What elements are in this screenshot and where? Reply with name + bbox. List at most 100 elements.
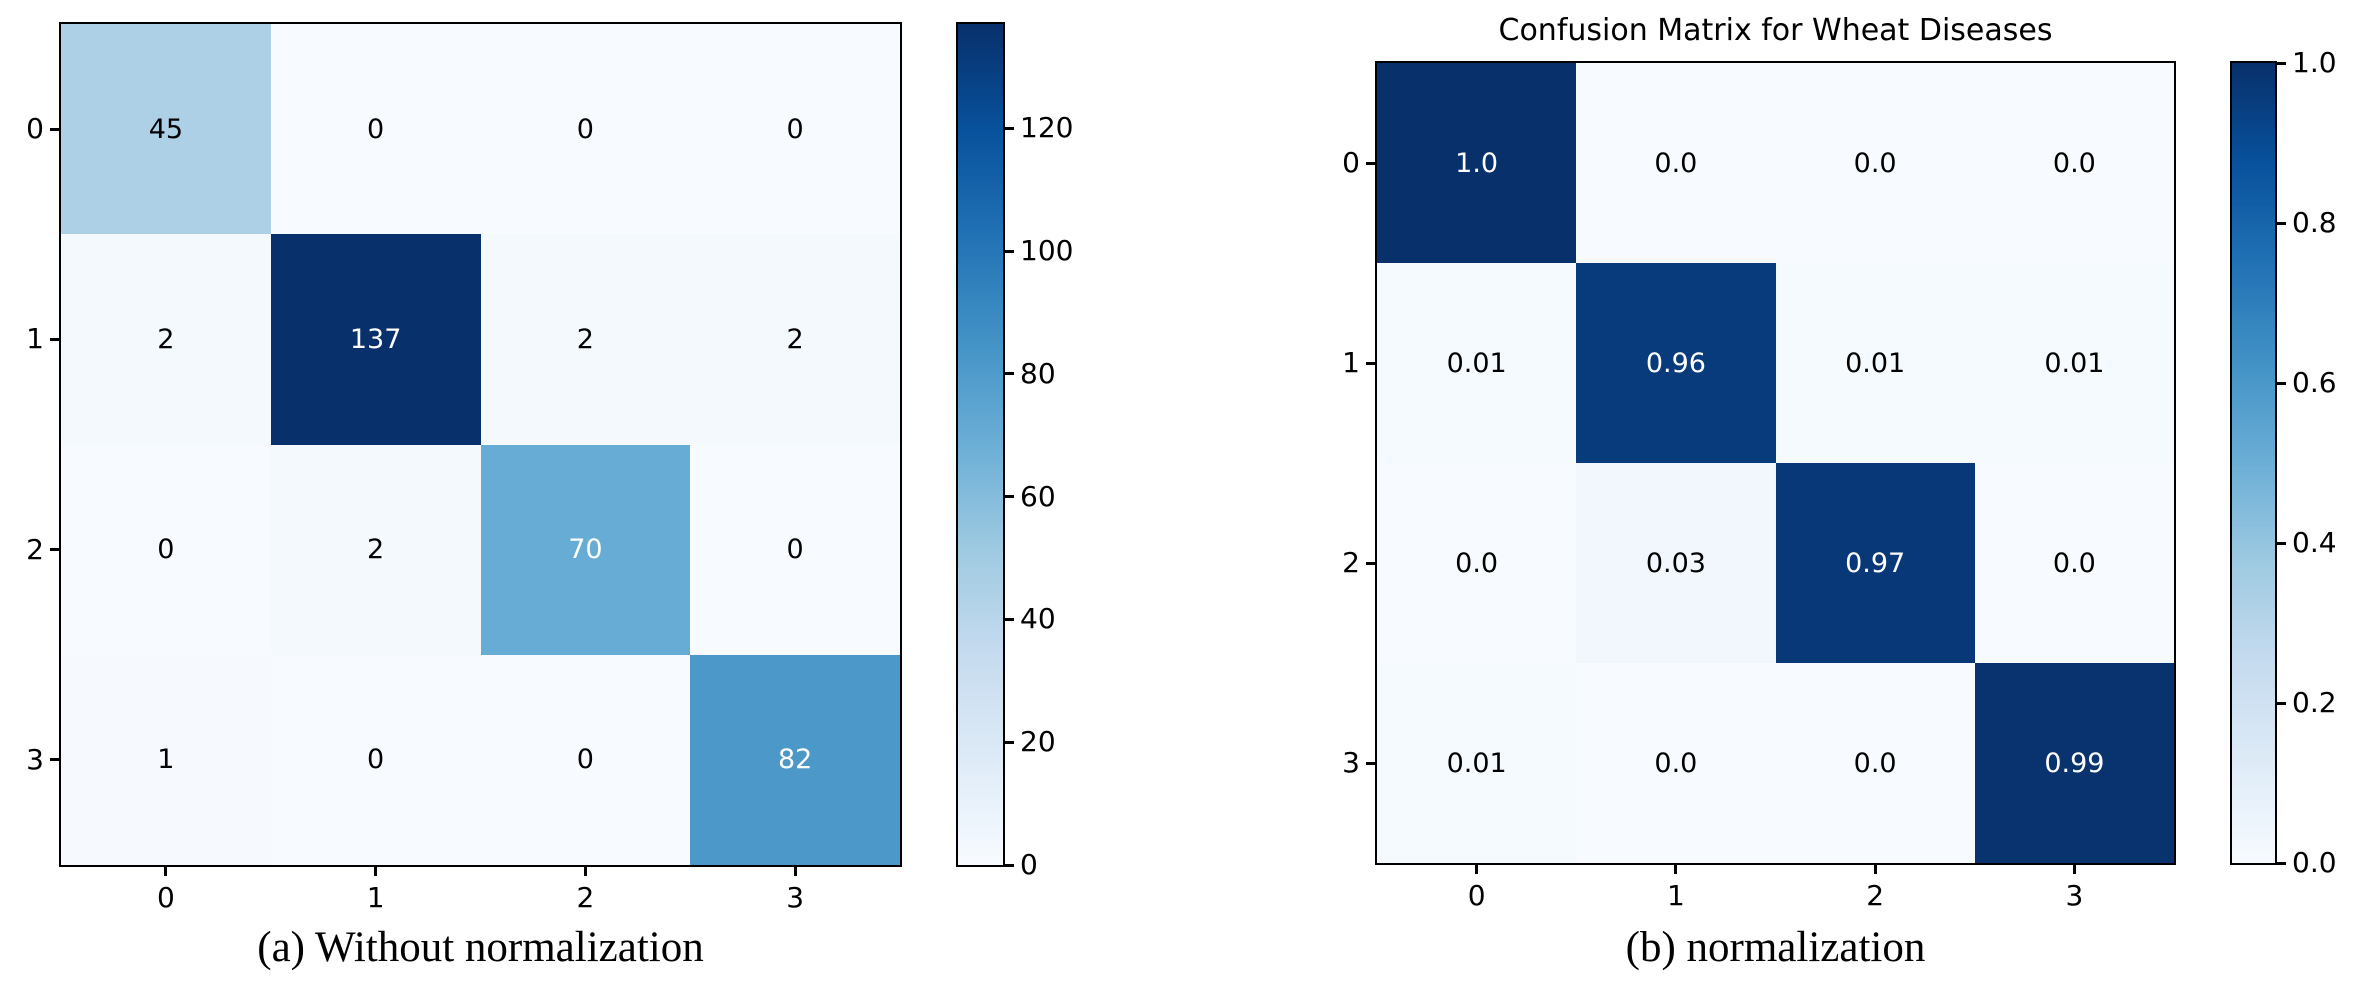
matrix-cell-b-r1c3: 0.01	[1974, 263, 2174, 463]
x-tick-mark	[374, 867, 378, 876]
x-tick-mark	[583, 867, 587, 876]
x-tick-mark	[2072, 865, 2076, 874]
colorbar-gradient-b	[2232, 63, 2275, 863]
colorbar-tick-mark	[2277, 541, 2286, 545]
matrix-cell-a-r1c0: 2	[61, 234, 271, 445]
colorbar-tick-label-b-3: 0.6	[2292, 365, 2337, 399]
matrix-cell-a-r2c0: 0	[61, 444, 271, 655]
panel-b-caption: (b) normalization	[1625, 924, 1926, 971]
matrix-cell-b-r2c2: 0.97	[1775, 463, 1975, 663]
colorbar-tick-mark	[2277, 61, 2286, 65]
y-tick-mark	[50, 337, 59, 341]
heatmap-a: 45 0 0 0 2 137 2 2 0 2 70 0 1 0 0 82	[59, 22, 902, 867]
x-tick-label-a-3: 3	[786, 881, 805, 914]
matrix-cell-b-r0c0: 1.0	[1377, 63, 1577, 263]
y-tick-label-a-2: 2	[26, 532, 44, 566]
colorbar-tick-mark	[1005, 740, 1014, 744]
colorbar-tick-label-a-1: 20	[1020, 725, 1056, 759]
colorbar-tick-mark	[1005, 863, 1014, 867]
matrix-cell-a-r2c2: 70	[480, 444, 691, 655]
matrix-cell-b-r2c0: 0.0	[1377, 463, 1577, 663]
matrix-cell-b-r0c2: 0.0	[1775, 63, 1975, 263]
colorbar-tick-mark	[1005, 372, 1014, 376]
y-tick-label-b-1: 1	[1342, 345, 1360, 379]
y-tick-mark	[1366, 761, 1375, 765]
colorbar-tick-mark	[2277, 861, 2286, 865]
colorbar-tick-label-a-3: 60	[1020, 479, 1056, 513]
colorbar-tick-label-b-2: 0.4	[2292, 525, 2337, 559]
y-tick-mark	[1366, 561, 1375, 565]
colorbar-tick-mark	[1005, 617, 1014, 621]
y-tick-label-b-2: 2	[1342, 545, 1360, 579]
x-tick-mark	[1674, 865, 1678, 874]
colorbar-tick-mark	[2277, 701, 2286, 705]
matrix-cell-a-r1c2: 2	[480, 234, 691, 445]
panel-b-title: Confusion Matrix for Wheat Diseases	[1498, 13, 2053, 48]
colorbar-tick-label-a-6: 120	[1020, 111, 1074, 145]
matrix-cell-a-r0c0: 45	[61, 24, 271, 235]
colorbar-a	[956, 22, 1005, 867]
y-tick-label-a-0: 0	[26, 112, 44, 146]
matrix-cell-b-r3c3: 0.99	[1974, 663, 2174, 863]
colorbar-tick-label-a-0: 0	[1020, 847, 1038, 881]
matrix-cell-a-r1c3: 2	[690, 234, 900, 445]
colorbar-tick-mark	[2277, 381, 2286, 385]
matrix-cell-a-r3c0: 1	[61, 654, 271, 865]
matrix-cell-a-r3c2: 0	[480, 654, 691, 865]
colorbar-tick-label-b-5: 1.0	[2292, 45, 2337, 79]
matrix-cell-b-r3c1: 0.0	[1576, 663, 1776, 863]
y-tick-label-b-0: 0	[1342, 145, 1360, 179]
matrix-cell-a-r0c2: 0	[480, 24, 691, 235]
matrix-cell-a-r3c3: 82	[690, 654, 900, 865]
matrix-cell-b-r2c1: 0.03	[1576, 463, 1776, 663]
x-tick-mark	[1873, 865, 1877, 874]
y-tick-mark	[50, 548, 59, 552]
matrix-cell-a-r2c3: 0	[690, 444, 900, 655]
colorbar-tick-label-b-4: 0.8	[2292, 205, 2337, 239]
y-tick-mark	[50, 758, 59, 762]
colorbar-tick-mark	[2277, 221, 2286, 225]
colorbar-tick-label-a-2: 40	[1020, 602, 1056, 636]
matrix-cell-a-r1c1: 137	[270, 234, 481, 445]
heatmap-b: 1.0 0.0 0.0 0.0 0.01 0.96 0.01 0.01 0.0 0.03 0.97 0…	[1375, 61, 2176, 865]
panel-a-caption: (a) Without normalization	[257, 924, 704, 971]
x-tick-label-b-3: 3	[2065, 879, 2084, 912]
x-tick-label-b-2: 2	[1866, 879, 1885, 912]
matrix-cell-a-r0c3: 0	[690, 24, 900, 235]
matrix-cell-b-r0c1: 0.0	[1576, 63, 1776, 263]
y-tick-mark	[1366, 161, 1375, 165]
y-tick-label-a-1: 1	[26, 322, 44, 356]
x-tick-label-b-0: 0	[1467, 879, 1486, 912]
y-tick-label-b-3: 3	[1342, 745, 1360, 779]
matrix-cell-a-r3c1: 0	[270, 654, 481, 865]
matrix-cell-b-r1c1: 0.96	[1576, 263, 1776, 463]
x-tick-label-a-0: 0	[156, 881, 175, 914]
colorbar-tick-label-b-0: 0.0	[2292, 845, 2337, 879]
matrix-cell-b-r1c2: 0.01	[1775, 263, 1975, 463]
y-tick-mark	[1366, 361, 1375, 365]
matrix-cell-a-r2c1: 2	[270, 444, 481, 655]
x-tick-mark	[164, 867, 168, 876]
colorbar-tick-mark	[1005, 249, 1014, 253]
x-tick-label-b-1: 1	[1666, 879, 1685, 912]
colorbar-tick-label-a-4: 80	[1020, 356, 1056, 390]
colorbar-tick-mark	[1005, 126, 1014, 130]
colorbar-tick-label-a-5: 100	[1020, 234, 1074, 268]
matrix-cell-b-r3c0: 0.01	[1377, 663, 1577, 863]
matrix-cell-b-r3c2: 0.0	[1775, 663, 1975, 863]
x-tick-label-a-2: 2	[576, 881, 595, 914]
x-tick-mark	[793, 867, 797, 876]
colorbar-gradient-a	[958, 24, 1003, 865]
y-tick-label-a-3: 3	[26, 742, 44, 776]
matrix-cell-b-r2c3: 0.0	[1974, 463, 2174, 663]
x-tick-label-a-1: 1	[366, 881, 385, 914]
matrix-cell-a-r0c1: 0	[270, 24, 481, 235]
colorbar-tick-mark	[1005, 495, 1014, 499]
x-tick-mark	[1475, 865, 1479, 874]
matrix-cell-b-r1c0: 0.01	[1377, 263, 1577, 463]
y-tick-mark	[50, 127, 59, 131]
colorbar-b	[2230, 61, 2277, 865]
colorbar-tick-label-b-1: 0.2	[2292, 685, 2337, 719]
matrix-cell-b-r0c3: 0.0	[1974, 63, 2174, 263]
